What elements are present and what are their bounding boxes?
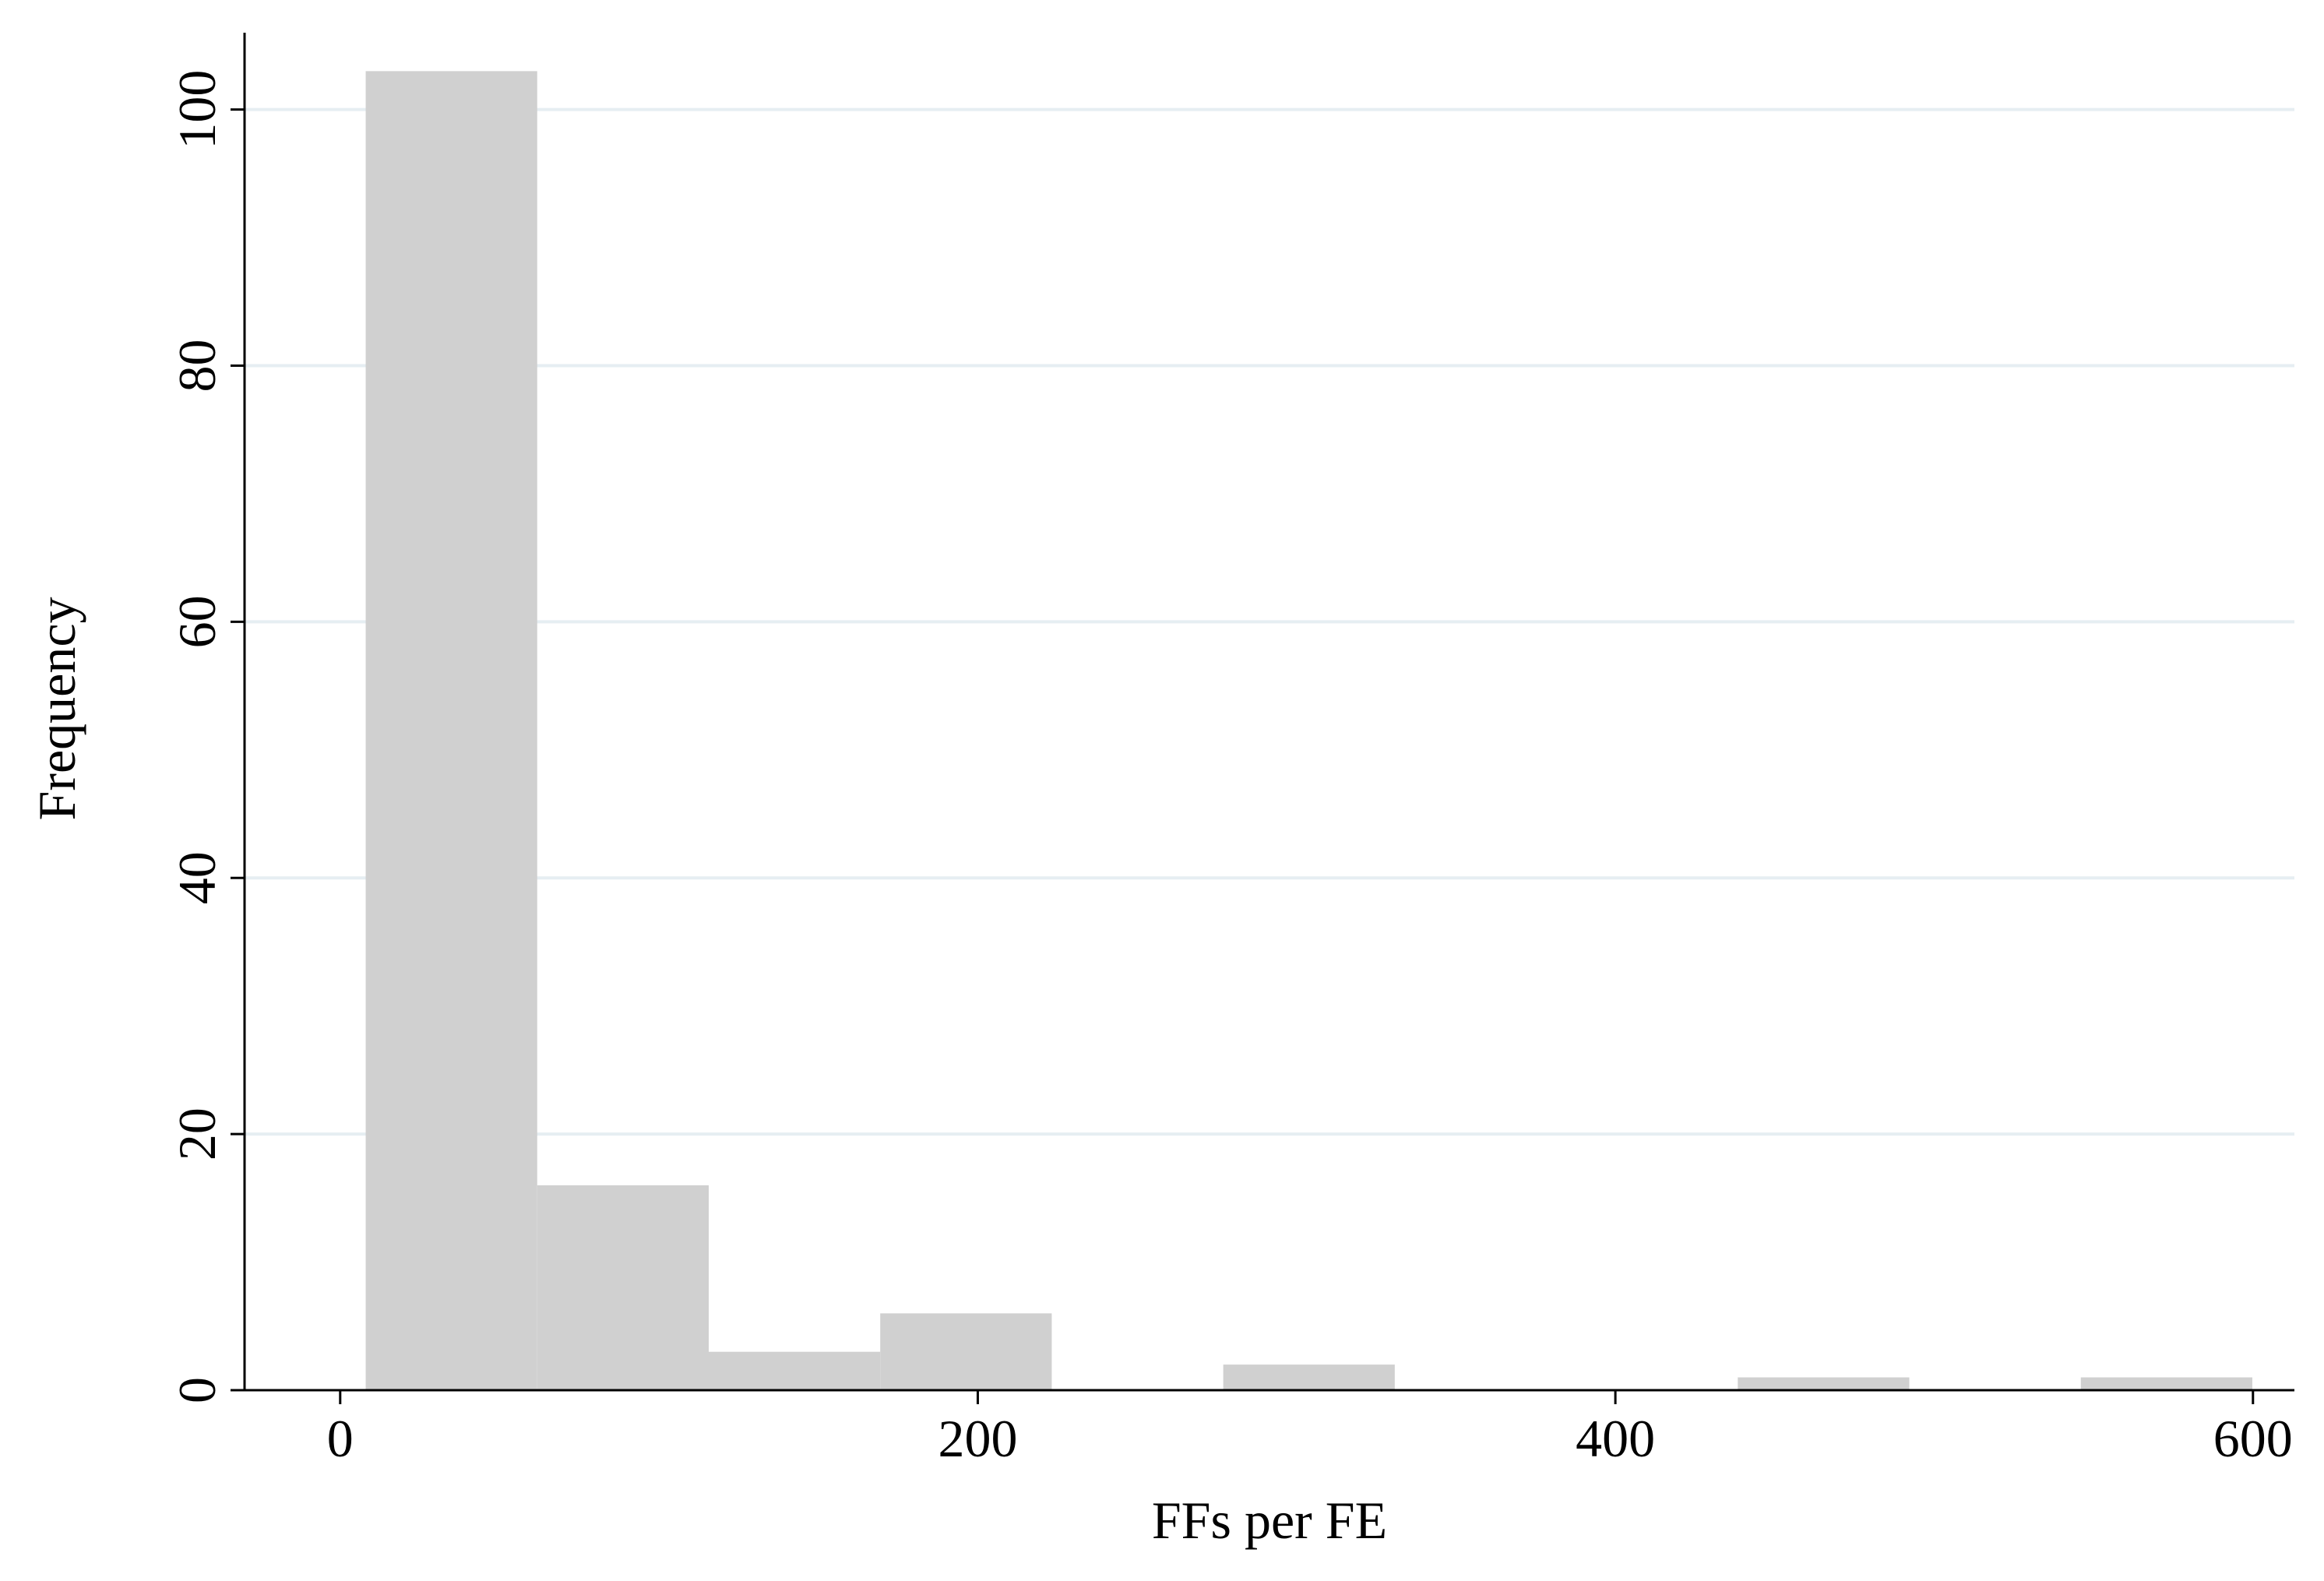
x-tick-label: 400: [1576, 1409, 1655, 1468]
bar: [2080, 1377, 2252, 1390]
y-tick-label: 20: [167, 1107, 227, 1160]
x-tick-label: 200: [938, 1409, 1017, 1468]
y-axis-label: Frequency: [27, 597, 86, 820]
y-tick-label: 0: [167, 1377, 227, 1403]
x-tick-label: 600: [2213, 1409, 2293, 1468]
bar: [1738, 1377, 1910, 1390]
y-tick-label: 60: [167, 595, 227, 648]
y-tick-label: 40: [167, 851, 227, 904]
bar: [708, 1351, 881, 1390]
y-tick-label: 80: [167, 340, 227, 393]
x-tick-label: 0: [327, 1409, 354, 1468]
bar: [537, 1185, 709, 1390]
bar: [1223, 1364, 1395, 1390]
bar: [880, 1313, 1052, 1390]
x-axis-label: FFs per FE: [1152, 1491, 1387, 1550]
y-tick-label: 100: [167, 70, 227, 150]
bar: [365, 71, 537, 1390]
